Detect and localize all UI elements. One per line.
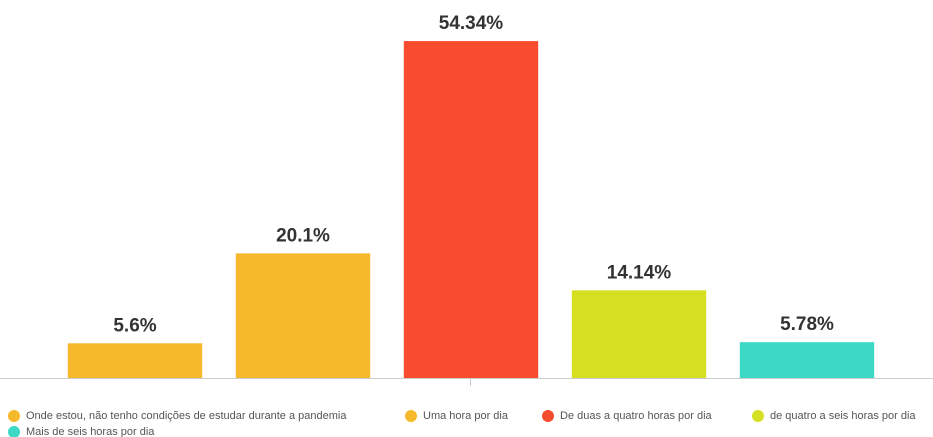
bar bbox=[571, 290, 707, 378]
value-label: 5.78% bbox=[780, 314, 834, 335]
value-label: 54.34% bbox=[439, 13, 504, 34]
bar bbox=[67, 343, 203, 378]
bar bbox=[403, 41, 539, 378]
legend-label: de quatro a seis horas por dia bbox=[770, 410, 916, 422]
value-label: 20.1% bbox=[276, 225, 330, 246]
value-label: 5.6% bbox=[113, 315, 156, 336]
legend-swatch bbox=[542, 410, 554, 422]
legend-label: De duas a quatro horas por dia bbox=[560, 410, 713, 422]
bar bbox=[739, 342, 875, 378]
legend-label: Onde estou, não tenho condições de estud… bbox=[26, 410, 347, 422]
legend-label: Mais de seis horas por dia bbox=[26, 426, 155, 437]
value-label: 14.14% bbox=[607, 262, 672, 283]
legend-swatch bbox=[405, 410, 417, 422]
legend-label: Uma hora por dia bbox=[423, 410, 509, 422]
bar bbox=[235, 253, 371, 378]
legend-swatch bbox=[8, 426, 20, 437]
legend-swatch bbox=[752, 410, 764, 422]
legend-swatch bbox=[8, 410, 20, 422]
